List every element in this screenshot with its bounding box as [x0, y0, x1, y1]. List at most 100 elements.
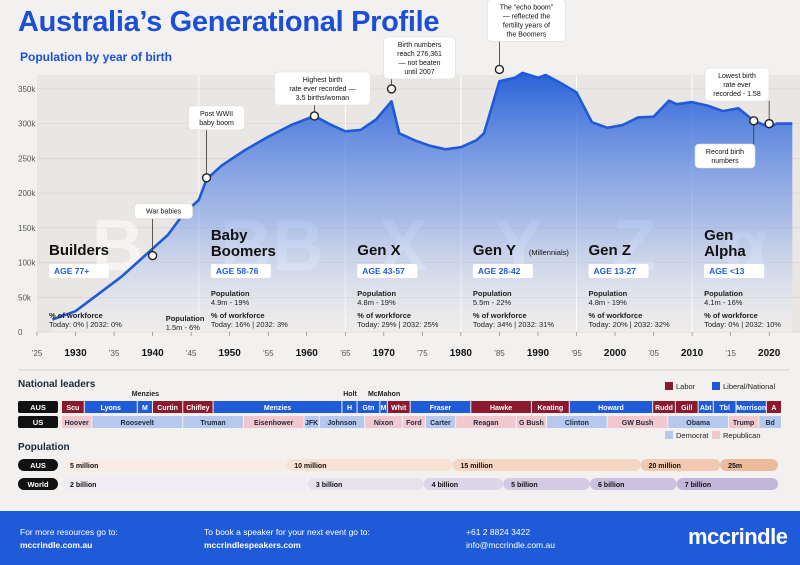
annotation-text: numbers	[711, 158, 739, 165]
population-line	[51, 71, 793, 321]
population-value: 4.9m - 19%	[211, 298, 250, 307]
age-badge-text: AGE 28-42	[478, 266, 521, 276]
annotation-text: War babies	[146, 209, 182, 216]
aus-leader-name: Morrison	[736, 405, 766, 412]
aus-leader-bar	[183, 401, 213, 413]
annotation-text: reach 276,361	[397, 51, 442, 58]
world-pop-text: 6 billion	[598, 482, 624, 489]
us-leader-bar	[668, 416, 728, 428]
legend-label: Liberal/National	[723, 382, 775, 391]
workforce-label: % of workforce	[357, 311, 411, 320]
aus-pop-text: 15 million	[461, 463, 493, 470]
aus-pop-bar	[452, 459, 641, 471]
legend-label: Labor	[676, 382, 696, 391]
aus-leader-bar	[569, 401, 653, 413]
annotation-text: the Boomers	[507, 31, 547, 38]
page-subtitle: Population by year of birth	[20, 50, 173, 64]
population-label: Population	[588, 289, 627, 298]
annotation-marker	[749, 116, 759, 126]
aus-leader-bar	[531, 401, 569, 413]
workforce-label: % of workforce	[588, 311, 642, 320]
annotation-marker	[386, 84, 397, 94]
x-tick-label: ’95	[571, 349, 582, 358]
aus-leader-name: Abt	[700, 405, 712, 412]
aus-pop-text: 25m	[728, 463, 742, 470]
age-badge	[588, 264, 649, 278]
footer-resources-link[interactable]: mccrindle.com.au	[20, 540, 93, 550]
workforce-label: % of workforce	[211, 311, 265, 320]
footer-email[interactable]: info@mccrindle.com.au	[466, 540, 555, 550]
workforce-value: Today: 29% | 2032: 25%	[357, 320, 439, 329]
y-tick-label: 100k	[18, 259, 36, 268]
annotation-box	[134, 203, 193, 219]
aus-leader-bar	[62, 401, 84, 413]
world-pop-text: 3 billion	[316, 482, 342, 489]
us-leader-bar	[183, 416, 243, 428]
y-tick-label: 250k	[18, 154, 36, 163]
footer-resources-label: For more resources go to:	[20, 527, 118, 537]
aus-leader-name: M	[381, 405, 387, 412]
y-tick-label: 50k	[18, 293, 32, 302]
footer-resources: For more resources go to: mccrindle.com.…	[20, 526, 118, 552]
age-badge-text: AGE 13-27	[593, 266, 636, 276]
leaders-title: National leaders	[18, 379, 96, 390]
workforce-label: % of workforce	[49, 311, 103, 320]
generation-name: Gen	[704, 227, 733, 244]
population-value: 1.5m - 6%	[166, 323, 201, 332]
generation-name: Gen X	[357, 242, 400, 259]
us-leader-bar	[92, 416, 183, 428]
aus-leader-bar	[675, 401, 698, 413]
y-tick-label: 150k	[18, 224, 36, 233]
us-leader-bar	[759, 416, 781, 428]
population-value: 4.1m - 16%	[704, 298, 743, 307]
annotation-box	[383, 36, 456, 80]
legend-swatch	[665, 382, 673, 390]
x-tick-label: ’15	[725, 349, 736, 358]
us-leader-name: JFK	[305, 420, 318, 427]
annotation-box	[704, 67, 770, 102]
population-value: 5.5m - 22%	[473, 298, 512, 307]
annotation-text: Record birth	[706, 149, 744, 156]
world-pop-text: 4 billion	[432, 482, 458, 489]
us-leader-bar	[243, 416, 304, 428]
world-pop-bar	[62, 478, 308, 490]
us-leader-name: Truman	[200, 420, 225, 427]
aus-leader-name: Scu	[66, 405, 79, 412]
aus-leader-bar	[387, 401, 410, 413]
us-leader-name: G Bush	[519, 420, 544, 427]
x-tick-label: 2000	[604, 348, 627, 359]
us-leader-bar	[728, 416, 759, 428]
workforce-label: % of workforce	[473, 311, 527, 320]
workforce-value: Today: 20% | 2032: 32%	[588, 320, 670, 329]
aus-leader-name: Curtin	[157, 405, 178, 412]
us-leader-name: Obama	[686, 420, 710, 427]
x-tick-label: ’35	[109, 349, 120, 358]
aus-pop-text: 20 million	[649, 463, 681, 470]
mccrindle-logo[interactable]: mccrindle	[688, 524, 788, 549]
annotation-text: The “echo boom”	[500, 4, 554, 11]
us-row-label-text: US	[33, 418, 43, 427]
x-tick-label: ’75	[417, 349, 428, 358]
footer-phone[interactable]: +61 2 8824 3422	[466, 527, 531, 537]
population-value: 4.8m - 19%	[357, 298, 396, 307]
annotation-text: — reflected the	[503, 13, 551, 20]
age-badge	[357, 264, 418, 278]
us-row-label	[18, 416, 58, 428]
world-pop-text: 7 billion	[685, 482, 711, 489]
world-pop-text: 5 billion	[511, 482, 537, 489]
generational-chart: 050k100k150k200k250k300k350kBBBXYZαBuild…	[18, 0, 800, 490]
footer-speaker-link[interactable]: mccrindlespeakers.com	[204, 540, 301, 550]
aus-pop-bar	[286, 459, 453, 471]
age-badge-text: AGE 43-57	[362, 266, 405, 276]
annotation-box	[274, 71, 371, 106]
annotation-marker	[309, 111, 320, 121]
generation-name: Gen Z	[588, 242, 631, 259]
aus-leader-bar	[766, 401, 781, 413]
page-title: Australia’s Generational Profile	[18, 6, 440, 38]
footer-contact: +61 2 8824 3422 info@mccrindle.com.au	[466, 526, 555, 552]
footer: For more resources go to: mccrindle.com.…	[0, 511, 800, 565]
aus-leader-name: Chifley	[186, 405, 209, 412]
annotation-text: fertility years of	[503, 22, 550, 29]
x-tick-label: 1960	[296, 348, 319, 359]
generation-name-line2: Boomers	[211, 243, 276, 260]
